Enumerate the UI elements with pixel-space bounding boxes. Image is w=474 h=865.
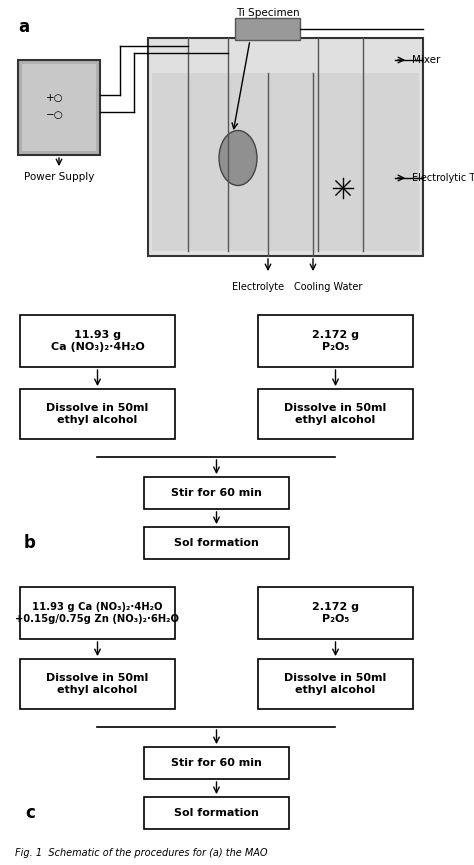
Text: Dissolve in 50ml
ethyl alcohol: Dissolve in 50ml ethyl alcohol (46, 403, 149, 425)
Bar (144, 527, 289, 559)
Bar (144, 747, 289, 779)
Text: 2.172 g
P₂O₅: 2.172 g P₂O₅ (312, 330, 359, 352)
Text: Dissolve in 50ml
ethyl alcohol: Dissolve in 50ml ethyl alcohol (284, 673, 387, 695)
Text: Sol formation: Sol formation (174, 538, 259, 548)
Bar (20, 659, 175, 709)
Bar (148, 38, 423, 256)
Text: Power Supply: Power Supply (24, 172, 94, 182)
Bar (22, 64, 96, 151)
Bar (144, 477, 289, 509)
Text: Cooling Water: Cooling Water (294, 282, 362, 292)
Bar (20, 315, 175, 367)
Text: +○: +○ (46, 93, 64, 103)
Text: Sol formation: Sol formation (174, 808, 259, 818)
Text: Mixer: Mixer (412, 55, 440, 65)
Bar (152, 73, 419, 251)
Text: −○: −○ (46, 110, 64, 120)
Bar (258, 389, 413, 439)
Bar (20, 587, 175, 639)
Text: Dissolve in 50ml
ethyl alcohol: Dissolve in 50ml ethyl alcohol (46, 673, 149, 695)
Text: 2.172 g
P₂O₅: 2.172 g P₂O₅ (312, 602, 359, 624)
Text: Ti Specimen: Ti Specimen (236, 8, 299, 18)
Bar (258, 315, 413, 367)
Text: Electrolytic Tank: Electrolytic Tank (412, 173, 474, 183)
Bar (235, 18, 300, 40)
Text: b: b (24, 534, 36, 552)
Text: Fig. 1  Schematic of the procedures for (a) the MAO: Fig. 1 Schematic of the procedures for (… (15, 848, 267, 858)
Text: c: c (25, 804, 35, 822)
Text: Stir for 60 min: Stir for 60 min (171, 488, 262, 498)
Bar (258, 659, 413, 709)
Bar (20, 389, 175, 439)
Text: 11.93 g
Ca (NO₃)₂·4H₂O: 11.93 g Ca (NO₃)₂·4H₂O (51, 330, 145, 352)
Text: Stir for 60 min: Stir for 60 min (171, 758, 262, 768)
Bar (258, 587, 413, 639)
Text: 11.93 g Ca (NO₃)₂·4H₂O
+0.15g/0.75g Zn (NO₃)₂·6H₂O: 11.93 g Ca (NO₃)₂·4H₂O +0.15g/0.75g Zn (… (16, 602, 180, 624)
Ellipse shape (219, 131, 257, 185)
Text: Electrolyte: Electrolyte (232, 282, 284, 292)
Text: a: a (18, 18, 29, 36)
Text: Dissolve in 50ml
ethyl alcohol: Dissolve in 50ml ethyl alcohol (284, 403, 387, 425)
Bar (18, 60, 100, 155)
Bar (144, 797, 289, 829)
